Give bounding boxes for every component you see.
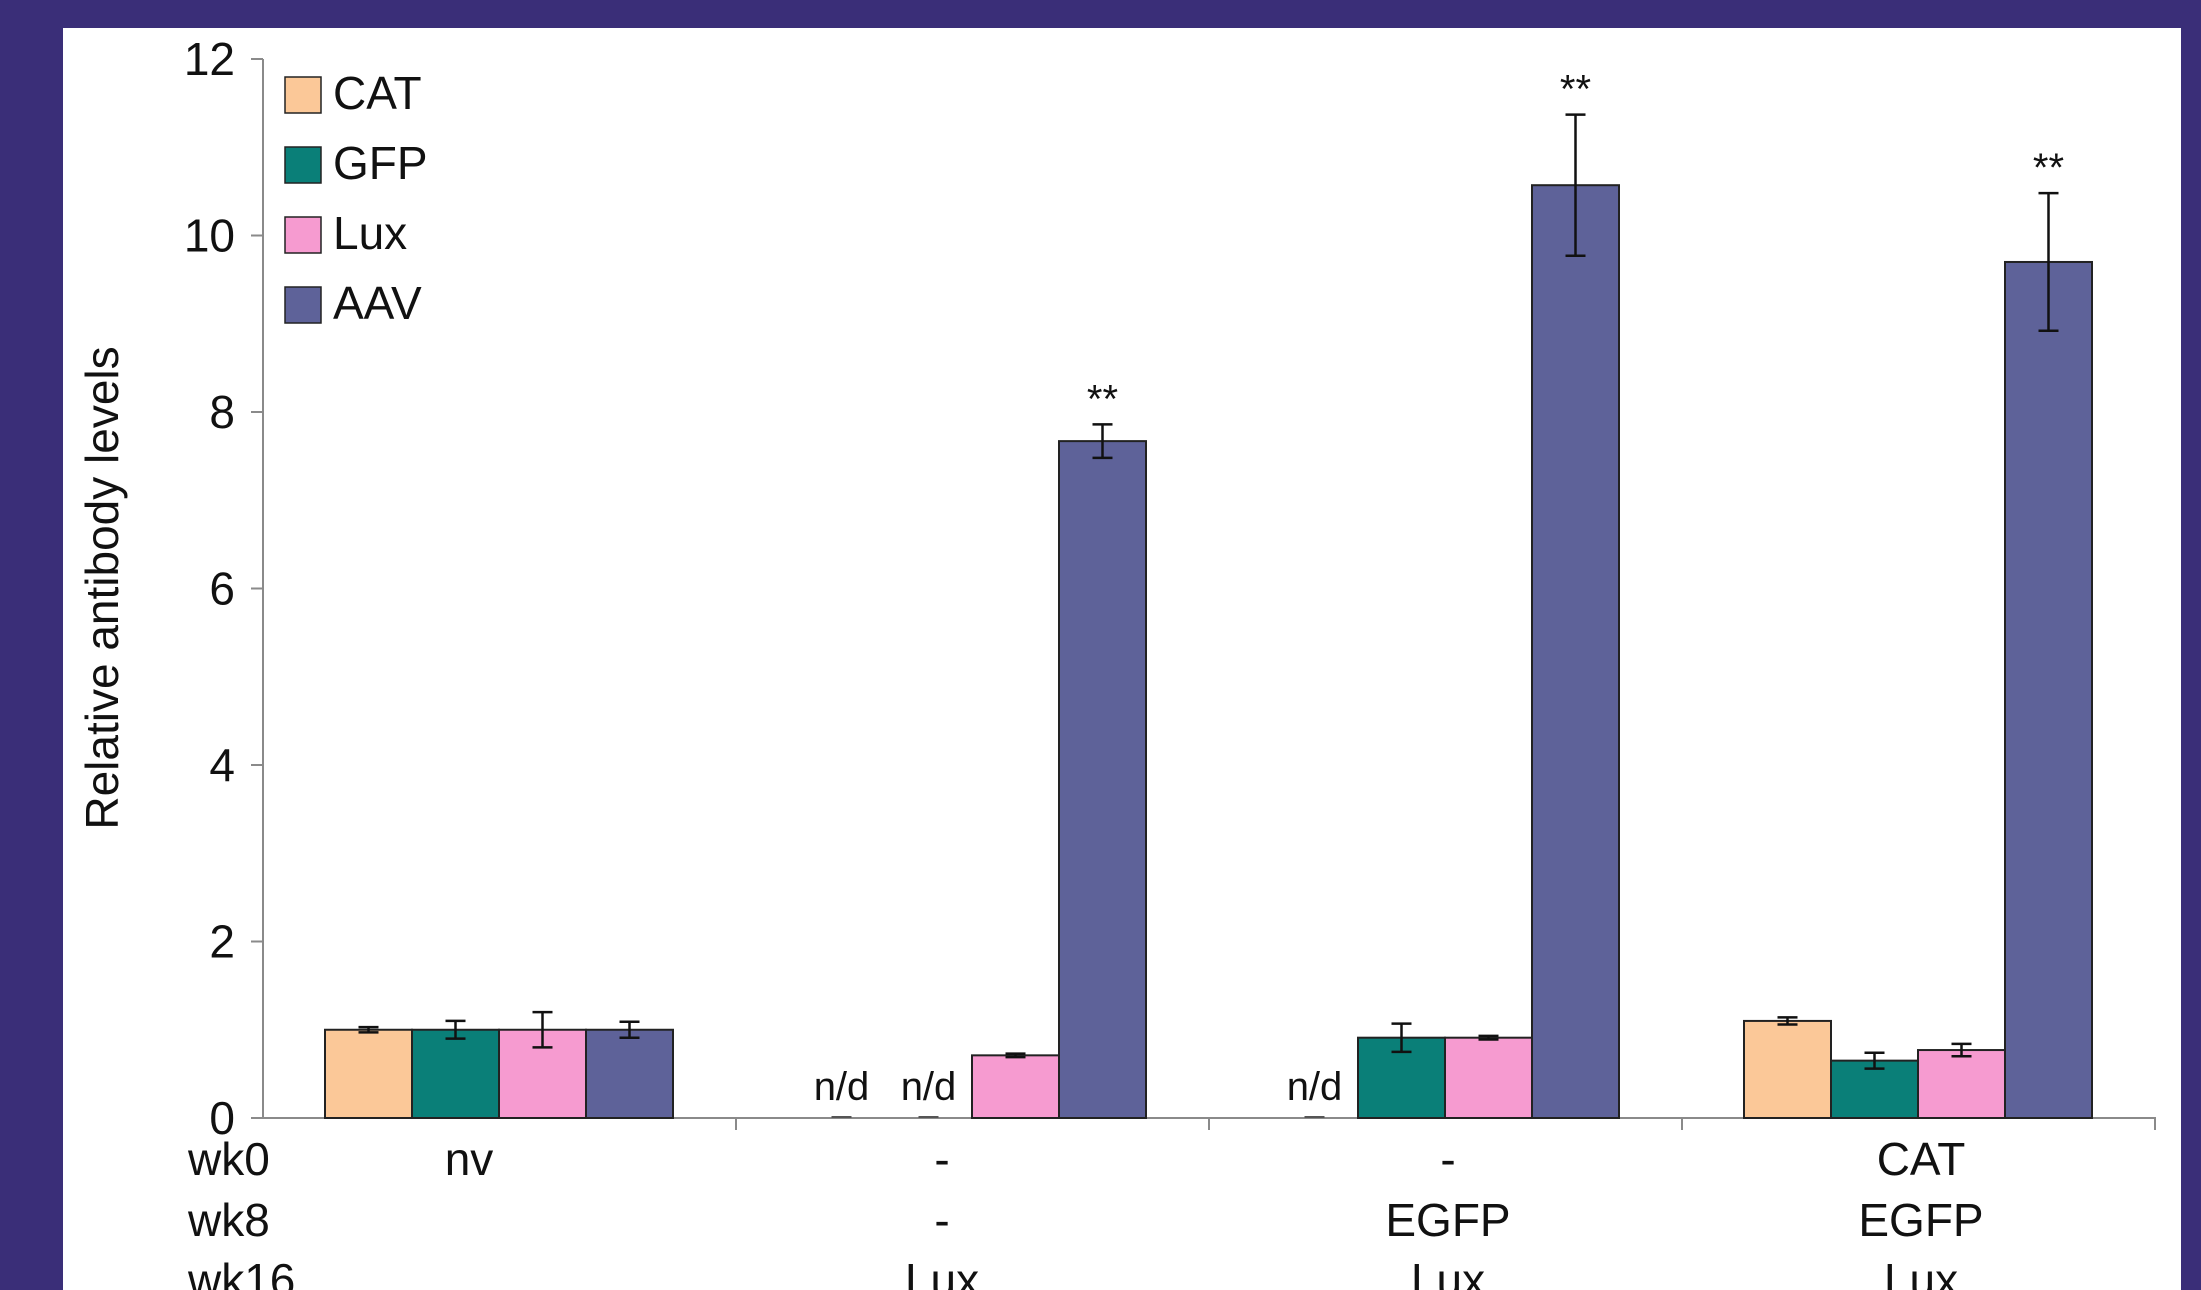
nd-label: n/d xyxy=(901,1065,957,1109)
bar-cat xyxy=(324,1028,413,1119)
bar-aav xyxy=(2004,260,2093,1120)
legend-label-cat: CAT xyxy=(333,67,422,119)
category-label: - xyxy=(934,1194,949,1246)
bar-aav xyxy=(1531,184,1620,1119)
category-label: nv xyxy=(445,1133,494,1185)
category-label: - xyxy=(1440,1133,1455,1185)
category-label: Lux xyxy=(1411,1254,1485,1290)
y-tick-label: 2 xyxy=(209,916,235,968)
y-tick-label: 12 xyxy=(184,33,235,85)
legend-swatch-gfp xyxy=(284,146,322,184)
row-label-wk16: wk16 xyxy=(187,1254,295,1290)
significance-label: ** xyxy=(1087,377,1118,421)
row-label-wk8: wk8 xyxy=(187,1194,270,1246)
nd-label: n/d xyxy=(814,1065,870,1109)
bar-lux xyxy=(1917,1049,2006,1119)
bar-aav xyxy=(1058,440,1147,1119)
category-label: CAT xyxy=(1877,1133,1966,1185)
y-axis-label: Relative antibody levels xyxy=(76,346,128,829)
y-tick-label: 0 xyxy=(209,1092,235,1144)
category-label: EGFP xyxy=(1385,1194,1510,1246)
y-tick-label: 4 xyxy=(209,739,235,791)
bar-aav xyxy=(585,1028,674,1119)
bar-lux xyxy=(971,1054,1060,1120)
bar-lux xyxy=(1444,1036,1533,1120)
y-tick-label: 6 xyxy=(209,563,235,615)
bar-chart: 0 2 4 6 8 10 12 Relative antibody levels n/d n/d n… xyxy=(76,33,2156,1290)
category-label: Lux xyxy=(1884,1254,1958,1290)
legend-label-gfp: GFP xyxy=(333,137,428,189)
category-label: Lux xyxy=(905,1254,979,1290)
legend-label-lux: Lux xyxy=(333,207,407,259)
significance-label: ** xyxy=(1560,68,1591,112)
legend-label-aav: AAV xyxy=(333,277,422,329)
legend-swatch-lux xyxy=(284,216,322,254)
row-label-wk0: wk0 xyxy=(187,1133,270,1185)
y-tick-label: 10 xyxy=(184,210,235,262)
bar-cat xyxy=(1743,1019,1832,1119)
category-label: EGFP xyxy=(1858,1194,1983,1246)
y-tick-label: 8 xyxy=(209,386,235,438)
bar-gfp xyxy=(411,1028,500,1119)
nd-label: n/d xyxy=(1287,1065,1343,1109)
legend-swatch-cat xyxy=(284,76,322,114)
significance-label: ** xyxy=(2033,146,2064,190)
category-label: - xyxy=(934,1133,949,1185)
chart-panel: 0 2 4 6 8 10 12 Relative antibody levels n/d n/d n… xyxy=(63,28,2181,1290)
legend-swatch-aav xyxy=(284,286,322,324)
